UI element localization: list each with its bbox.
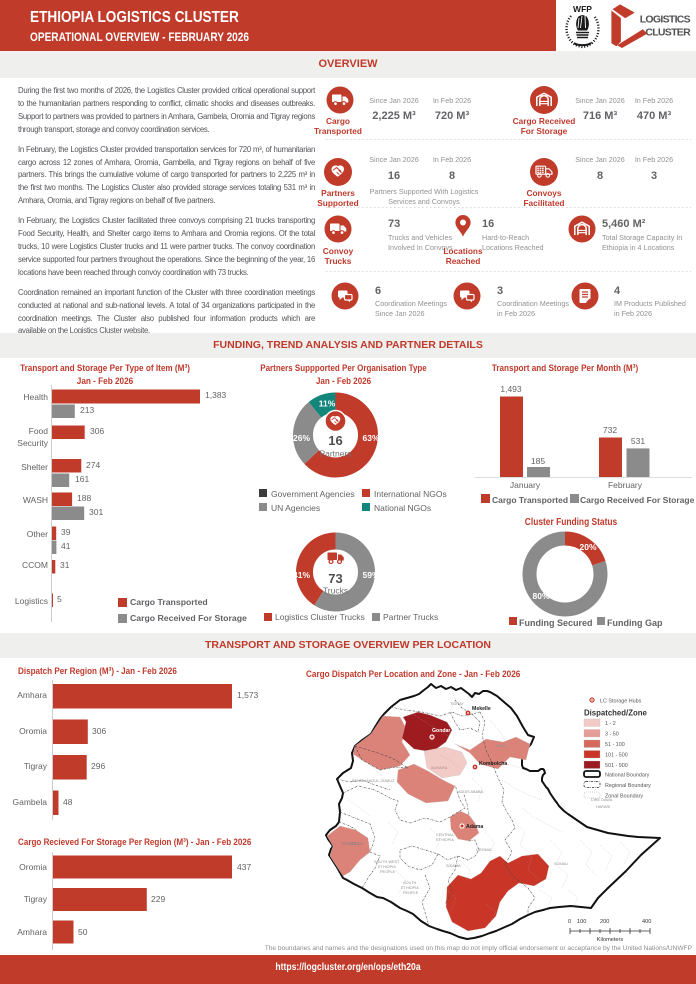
svg-text:GAMBELA: GAMBELA xyxy=(342,841,363,846)
svg-text:100: 100 xyxy=(577,919,586,925)
svg-text:PEOPLE: PEOPLE xyxy=(403,891,419,895)
svg-text:59%: 59% xyxy=(362,570,379,580)
svg-text:0: 0 xyxy=(568,919,571,925)
svg-text:SOMALI: SOMALI xyxy=(554,862,568,866)
svg-text:16: 16 xyxy=(328,433,342,448)
svg-text:SIDAMA: SIDAMA xyxy=(446,864,461,868)
svg-text:Zonal Boundary: Zonal Boundary xyxy=(605,794,643,800)
svg-text:CENTRAL: CENTRAL xyxy=(436,833,454,837)
svg-text:Mekelle: Mekelle xyxy=(472,706,491,712)
svg-text:Regional Boundary: Regional Boundary xyxy=(605,783,651,789)
svg-text:Kilometers: Kilometers xyxy=(597,937,624,943)
svg-text:400: 400 xyxy=(642,919,651,925)
svg-text:SOUTH WEST: SOUTH WEST xyxy=(374,860,400,864)
svg-text:80%: 80% xyxy=(532,591,549,601)
svg-text:51 - 100: 51 - 100 xyxy=(605,742,625,748)
svg-text:National Boundary: National Boundary xyxy=(605,773,650,779)
svg-text:Dispatched/Zone: Dispatched/Zone xyxy=(584,709,647,718)
svg-text:CLUSTER: CLUSTER xyxy=(645,27,691,39)
svg-text:101 - 500: 101 - 500 xyxy=(605,753,628,759)
svg-text:Trucks: Trucks xyxy=(323,586,348,596)
svg-text:AFAR: AFAR xyxy=(496,744,506,748)
svg-text:ETHIOPIA: ETHIOPIA xyxy=(436,838,454,842)
svg-text:501 - 900: 501 - 900 xyxy=(605,763,628,769)
svg-text:26%: 26% xyxy=(293,433,310,443)
svg-text:Kombolcha: Kombolcha xyxy=(479,761,507,767)
svg-text:Gondar: Gondar xyxy=(432,728,450,734)
svg-text:LOGISTICS: LOGISTICS xyxy=(640,14,691,26)
svg-text:ETHIOPIA: ETHIOPIA xyxy=(401,886,419,890)
svg-text:DIRE DAWA: DIRE DAWA xyxy=(591,798,613,802)
svg-text:63%: 63% xyxy=(362,433,379,443)
svg-text:73: 73 xyxy=(328,571,342,586)
svg-text:WFP: WFP xyxy=(573,4,592,14)
svg-text:HARARI: HARARI xyxy=(596,805,610,809)
svg-text:Partners: Partners xyxy=(319,449,351,459)
svg-text:Adama: Adama xyxy=(466,824,483,830)
svg-text:20%: 20% xyxy=(579,542,596,552)
svg-text:11%: 11% xyxy=(319,399,336,409)
svg-text:200: 200 xyxy=(600,919,609,925)
svg-text:SOUTH: SOUTH xyxy=(403,881,417,885)
svg-text:1 - 2: 1 - 2 xyxy=(605,721,616,727)
svg-text:PEOPLE: PEOPLE xyxy=(380,870,396,874)
svg-text:AMHARA: AMHARA xyxy=(431,766,448,770)
svg-text:TIGRAY: TIGRAY xyxy=(450,702,464,706)
svg-text:3 - 50: 3 - 50 xyxy=(605,732,619,738)
svg-text:ETHIOPIA: ETHIOPIA xyxy=(378,865,396,869)
svg-text:ADDIS ABABA: ADDIS ABABA xyxy=(458,790,484,794)
svg-text:OROMIA: OROMIA xyxy=(476,848,492,852)
svg-text:41%: 41% xyxy=(293,570,310,580)
svg-text:BENISHANGUL-GUMUZ: BENISHANGUL-GUMUZ xyxy=(352,779,395,783)
svg-text:LC Storage Hubs: LC Storage Hubs xyxy=(600,699,642,705)
